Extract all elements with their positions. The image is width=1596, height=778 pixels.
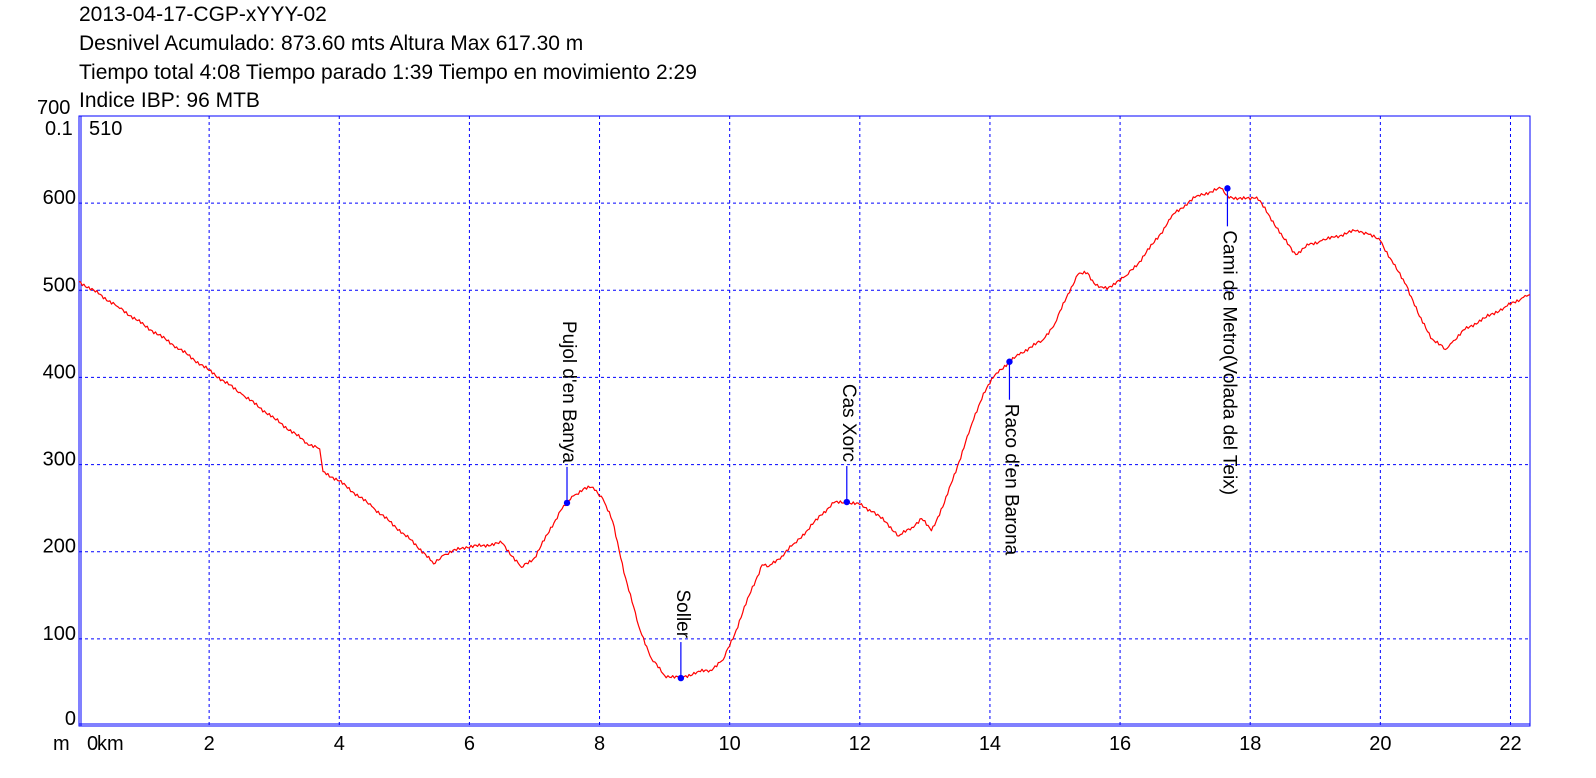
x-tick-label: 0 (87, 733, 98, 755)
y-unit-label: m (53, 733, 70, 755)
waypoint-dot (843, 498, 850, 506)
grid-lines (79, 116, 1530, 726)
x-tick-label: 16 (1109, 733, 1131, 755)
y-tick-label: 100 (43, 623, 76, 645)
x-tick-label: 2 (204, 733, 215, 755)
elevation-profile-line (78, 186, 1531, 679)
x-axis-ticks: 0 2 4 6 8 10 12 14 16 18 20 22 (87, 733, 1522, 755)
elevation-series (78, 186, 1531, 679)
waypoint: Pujol d'en Banya (558, 321, 579, 507)
y-tick-label: 200 (43, 536, 76, 558)
waypoints: Pujol d'en Banya Soller Cas Xorc Raco d'en … (558, 185, 1239, 682)
accumulated-elevation-text: Desnivel Acumulado: 873.60 mts Altura Ma… (79, 32, 584, 55)
plot-frame (78, 115, 1531, 727)
waypoint-dot (1006, 358, 1013, 365)
x-tick-label: 20 (1369, 733, 1391, 755)
waypoint-dot (677, 674, 685, 682)
plot-border (78, 115, 1531, 727)
waypoint-label: Cami de Metro(Volada del Teix) (1218, 230, 1239, 495)
waypoint: Raco d'en Barona (1000, 358, 1021, 556)
x-tick-label: 4 (334, 733, 345, 755)
waypoint-label: Pujol d'en Banya (558, 321, 579, 463)
x-tick-label: 14 (979, 733, 1001, 755)
x-tick-label: 6 (464, 733, 475, 755)
x-unit-label: km (97, 733, 124, 755)
y-axis-top-label: 700 (37, 97, 70, 119)
y-axis-ticks: 0 100 200 300 400 500 600 (43, 187, 76, 730)
x-tick-label: 12 (849, 733, 871, 755)
start-elevation-label: 510 (89, 118, 122, 140)
ibp-index-text: Indice IBP: 96 MTB (79, 89, 260, 112)
waypoint-dot (563, 499, 571, 507)
y-tick-label: 500 (43, 274, 76, 296)
chart-title: 2013-04-17-CGP-xYYY-02 (79, 3, 327, 26)
y-tick-label: 0 (65, 708, 76, 730)
waypoint-label: Cas Xorc (838, 384, 859, 462)
x-tick-label: 18 (1239, 733, 1261, 755)
y-tick-label: 600 (43, 187, 76, 209)
y-tick-label: 400 (43, 361, 76, 383)
x-tick-label: 10 (719, 733, 741, 755)
y-scale-label: 0.1 (45, 118, 73, 140)
waypoint-dot (1224, 185, 1231, 192)
waypoint-label: Raco d'en Barona (1000, 404, 1021, 556)
y-tick-label: 300 (43, 449, 76, 471)
time-summary-text: Tiempo total 4:08 Tiempo parado 1:39 Tie… (79, 61, 697, 84)
waypoint: Soller (672, 589, 693, 682)
waypoint: Cami de Metro(Volada del Teix) (1218, 185, 1239, 495)
x-tick-label: 22 (1499, 733, 1521, 755)
waypoint: Cas Xorc (838, 384, 859, 506)
waypoint-label: Soller (672, 589, 693, 638)
x-tick-label: 8 (594, 733, 605, 755)
